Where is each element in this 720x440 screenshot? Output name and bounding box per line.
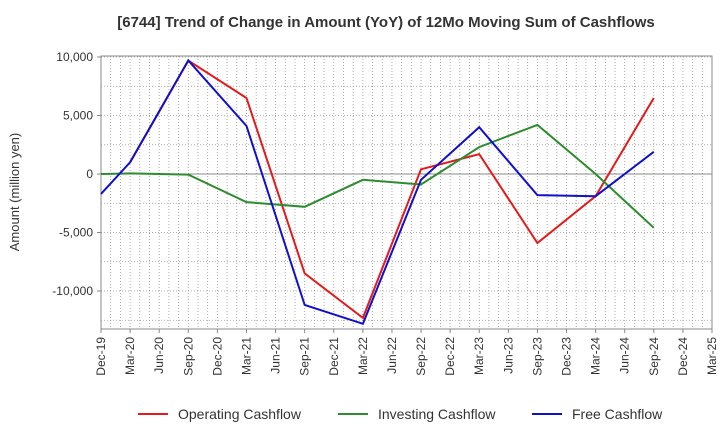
x-tick-label: Jun-21: [269, 337, 283, 374]
x-axis-ticks: Dec-19 Mar-20 Jun-20 Sep-20 Dec-20 Mar-21 Jun-…: [94, 329, 719, 376]
x-tick-label: Sep-23: [530, 337, 544, 376]
y-tick-label: 5,000: [63, 109, 93, 123]
x-tick-label: Dec-24: [676, 337, 690, 376]
x-tick-label: Dec-21: [327, 337, 341, 376]
x-tick-label: Mar-23: [472, 337, 486, 375]
series-lines: [100, 58, 655, 326]
x-tick-label: Mar-25: [705, 337, 719, 375]
legend-label: Investing Cashflow: [378, 406, 496, 422]
x-tick-label: Mar-22: [356, 337, 370, 375]
x-tick-label: Jun-23: [501, 337, 515, 374]
y-axis-ticks: 10,000 5,000 0 -5,000 -10,000: [52, 50, 101, 298]
x-tick-label: Mar-20: [123, 337, 137, 375]
series-line-free-cashflow: [100, 58, 655, 326]
x-tick-label: Sep-22: [414, 337, 428, 376]
legend-label: Free Cashflow: [572, 406, 663, 422]
plot-area: [101, 56, 712, 329]
x-tick-label: Mar-24: [589, 337, 603, 375]
x-tick-label: Sep-21: [298, 337, 312, 376]
x-tick-label: Dec-19: [94, 337, 108, 376]
x-tick-label: Sep-24: [647, 337, 661, 376]
y-tick-label: 0: [86, 167, 93, 181]
x-tick-label: Jun-24: [618, 337, 632, 374]
y-tick-label: -5,000: [59, 226, 93, 240]
legend-label: Operating Cashflow: [178, 406, 302, 422]
chart-title: [6744] Trend of Change in Amount (YoY) o…: [117, 14, 655, 31]
series-line-operating-cashflow: [129, 59, 655, 320]
x-tick-label: Jun-22: [385, 337, 399, 374]
x-tick-label: Dec-20: [210, 337, 224, 376]
x-tick-label: Sep-20: [181, 337, 195, 376]
x-tick-label: Dec-23: [560, 337, 574, 376]
y-axis-title: Amount (million yen): [7, 133, 22, 252]
x-tick-label: Jun-20: [152, 337, 166, 374]
legend: Operating Cashflow Investing Cashflow Free…: [138, 406, 663, 422]
series-line-investing-cashflow: [100, 123, 655, 229]
y-tick-label: -10,000: [52, 284, 93, 298]
x-tick-label: Dec-22: [443, 337, 457, 376]
x-tick-label: Mar-21: [239, 337, 253, 375]
y-tick-label: 10,000: [56, 50, 93, 64]
